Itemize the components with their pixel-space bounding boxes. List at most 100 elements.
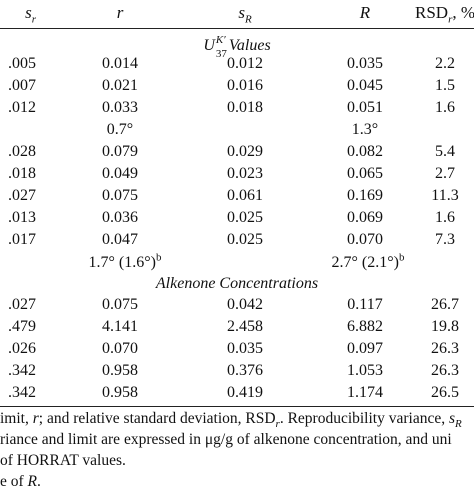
table-row: .017 0.047 0.025 0.070 7.3 [0, 229, 474, 251]
cell-sR: 0.061 [227, 187, 263, 204]
cell-R: 1.053 [347, 362, 383, 379]
cell-R: 0.051 [347, 99, 383, 116]
cell-sR: 0.029 [227, 143, 263, 160]
cell-sR: 0.419 [227, 384, 263, 401]
cell-rsd: 1.6 [435, 209, 455, 226]
footnote-line-4: e of R. [0, 473, 41, 490]
cell-sr: .007 [8, 77, 36, 94]
cell-sR: 0.023 [227, 165, 263, 182]
header-rsd: RSDr, % [415, 3, 474, 26]
table-row: .479 4.141 2.458 6.882 19.8 [0, 316, 474, 338]
table-header-row: sr r sR R RSDr, % [0, 2, 474, 26]
cell-sr: .005 [8, 55, 36, 72]
cell-R-temperature: 2.7° (2.1°)b [331, 251, 405, 271]
header-sr: sr [25, 3, 36, 26]
cell-r: 0.958 [102, 362, 138, 379]
cell-R-temperature: 1.3° [351, 121, 379, 138]
footnote-line-1: imit, r; and relative standard deviation… [0, 410, 462, 429]
cell-sR: 0.025 [227, 209, 263, 226]
cell-sR: 0.376 [227, 362, 263, 379]
table-row: .026 0.070 0.035 0.097 26.3 [0, 338, 474, 360]
cell-sr: .018 [8, 165, 36, 182]
cell-r: 0.079 [102, 143, 138, 160]
cell-rsd: 26.3 [431, 362, 459, 379]
table-row: .027 0.075 0.061 0.169 11.3 [0, 185, 474, 207]
cell-sr: .028 [8, 143, 36, 160]
cell-sr: .012 [8, 99, 36, 116]
cell-sr: .013 [8, 209, 36, 226]
cell-rsd: 26.5 [431, 384, 459, 401]
cell-R: 0.035 [347, 55, 383, 72]
cell-rsd: 1.6 [435, 99, 455, 116]
cell-R: 0.097 [347, 340, 383, 357]
cell-r-temperature: 0.7° [106, 121, 134, 138]
bottom-rule [0, 406, 474, 407]
cell-rsd: 19.8 [431, 318, 459, 335]
cell-r: 0.021 [102, 77, 138, 94]
cell-R: 0.070 [347, 231, 383, 248]
cell-r: 0.049 [102, 165, 138, 182]
cell-sR: 0.042 [227, 296, 263, 313]
cell-R: 0.069 [347, 209, 383, 226]
cell-r: 0.014 [102, 55, 138, 72]
cell-R: 0.082 [347, 143, 383, 160]
cell-rsd: 26.3 [431, 340, 459, 357]
cell-rsd: 7.3 [435, 231, 455, 248]
cell-sr: .017 [8, 231, 36, 248]
table-row: .028 0.079 0.029 0.082 5.4 [0, 141, 474, 163]
cell-R: 6.882 [347, 318, 383, 335]
cell-sr: .342 [8, 362, 36, 379]
cell-R: 0.117 [347, 296, 383, 313]
table-row: .007 0.021 0.016 0.045 1.5 [0, 75, 474, 97]
footnote-line-2: riance and limit are expressed in μg/g o… [0, 431, 452, 448]
table-row-temperature-2: 1.7° (1.6°)b 2.7° (2.1°)b [0, 232, 474, 271]
cell-r: 0.047 [102, 231, 138, 248]
header-sR: sR [238, 3, 252, 26]
cell-R: 0.065 [347, 165, 383, 182]
table-footnotes: imit, r; and relative standard deviation… [0, 408, 474, 492]
cell-sr: .027 [8, 187, 36, 204]
cell-rsd: 11.3 [431, 187, 459, 204]
cell-r: 0.033 [102, 99, 138, 116]
cell-r: 0.075 [102, 187, 138, 204]
cell-sR: 0.018 [227, 99, 263, 116]
cell-r-temperature: 1.7° (1.6°)b [88, 251, 162, 271]
header-R: R [359, 3, 371, 22]
cell-rsd: 5.4 [435, 143, 455, 160]
cell-sR: 0.035 [227, 340, 263, 357]
table-row: .027 0.075 0.042 0.117 26.7 [0, 294, 474, 316]
header-rule [0, 28, 474, 29]
cell-R: 1.174 [347, 384, 383, 401]
cell-sR: 2.458 [227, 318, 263, 335]
table-row: .342 0.958 0.376 1.053 26.3 [0, 360, 474, 382]
cell-sr: .342 [8, 384, 36, 401]
table-row: .013 0.036 0.025 0.069 1.6 [0, 207, 474, 229]
table-row: .005 0.014 0.012 0.035 2.2 [0, 53, 474, 75]
cell-sr: .026 [8, 340, 36, 357]
cell-sR: 0.025 [227, 231, 263, 248]
table-row: .342 0.958 0.419 1.174 26.5 [0, 382, 474, 404]
cell-sr: .027 [8, 296, 36, 313]
table-row: .018 0.049 0.023 0.065 2.7 [0, 163, 474, 185]
table-row: .012 0.033 0.018 0.051 1.6 [0, 97, 474, 119]
cell-rsd: 26.7 [431, 296, 459, 313]
header-r: r [116, 3, 124, 22]
cell-rsd: 1.5 [435, 77, 455, 94]
section-uk37-label: U K′ 37 Values [203, 34, 271, 60]
cell-r: 4.141 [102, 318, 138, 335]
cell-rsd: 2.7 [435, 165, 455, 182]
cell-r: 0.958 [102, 384, 138, 401]
cell-r: 0.075 [102, 296, 138, 313]
cell-R: 0.045 [347, 77, 383, 94]
table-row-temperature: 0.7° 1.3° [0, 119, 474, 141]
cell-r: 0.036 [102, 209, 138, 226]
footnote-line-3: of HORRAT values. [0, 452, 126, 469]
cell-rsd: 2.2 [435, 55, 455, 72]
cell-sR: 0.016 [227, 77, 263, 94]
cell-r: 0.070 [102, 340, 138, 357]
cell-R: 0.169 [347, 187, 383, 204]
cell-sR: 0.012 [227, 55, 263, 72]
section-alkenone-label: Alkenone Concentrations [155, 275, 319, 292]
cell-sr: .479 [8, 318, 36, 335]
